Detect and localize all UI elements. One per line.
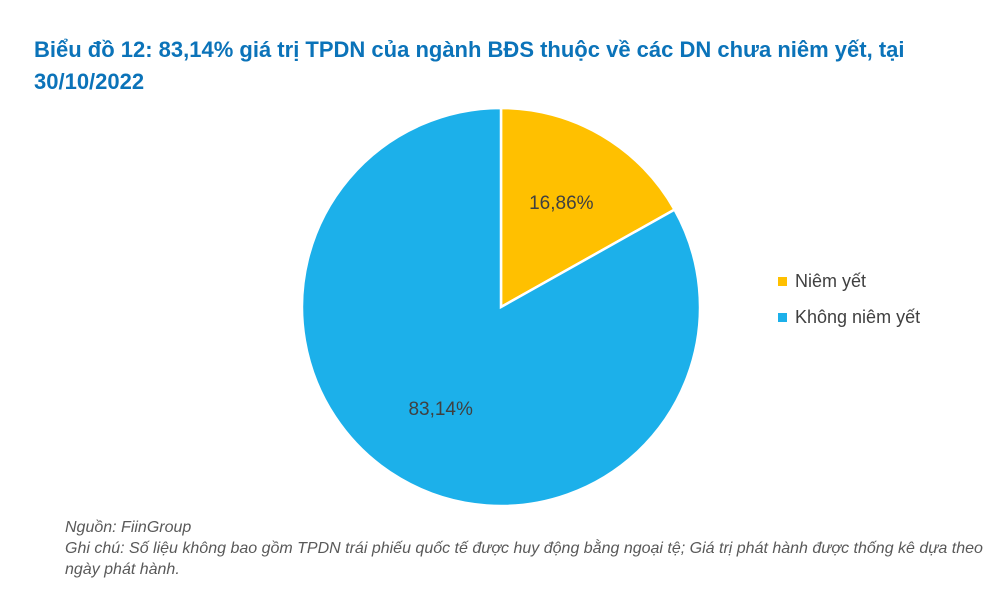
chart-title: Biểu đồ 12: 83,14% giá trị TPDN của ngàn… [34,37,905,94]
chart-notes: Nguồn: FiinGroup Ghi chú: Số liệu không … [65,517,985,580]
legend-swatch-listed [778,276,787,286]
chart-legend: Niêm yết Không niêm yết [778,270,920,342]
legend-swatch-unlisted [778,312,787,322]
pie-slice-unlisted [300,106,702,508]
remark-note: Ghi chú: Số liệu không bao gồm TPDN trái… [65,540,983,578]
slice-label-unlisted: 83,14% [408,399,473,420]
legend-label-unlisted: Không niêm yết [795,306,921,327]
legend-label-listed: Niêm yết [795,270,867,291]
source-note: Nguồn: FiinGroup [65,519,192,536]
legend-item-unlisted: Không niêm yết [778,306,920,328]
pie-slice-listed [499,106,677,310]
legend-item-listed: Niêm yết [778,270,920,292]
slice-label-listed: 16,86% [529,193,594,214]
